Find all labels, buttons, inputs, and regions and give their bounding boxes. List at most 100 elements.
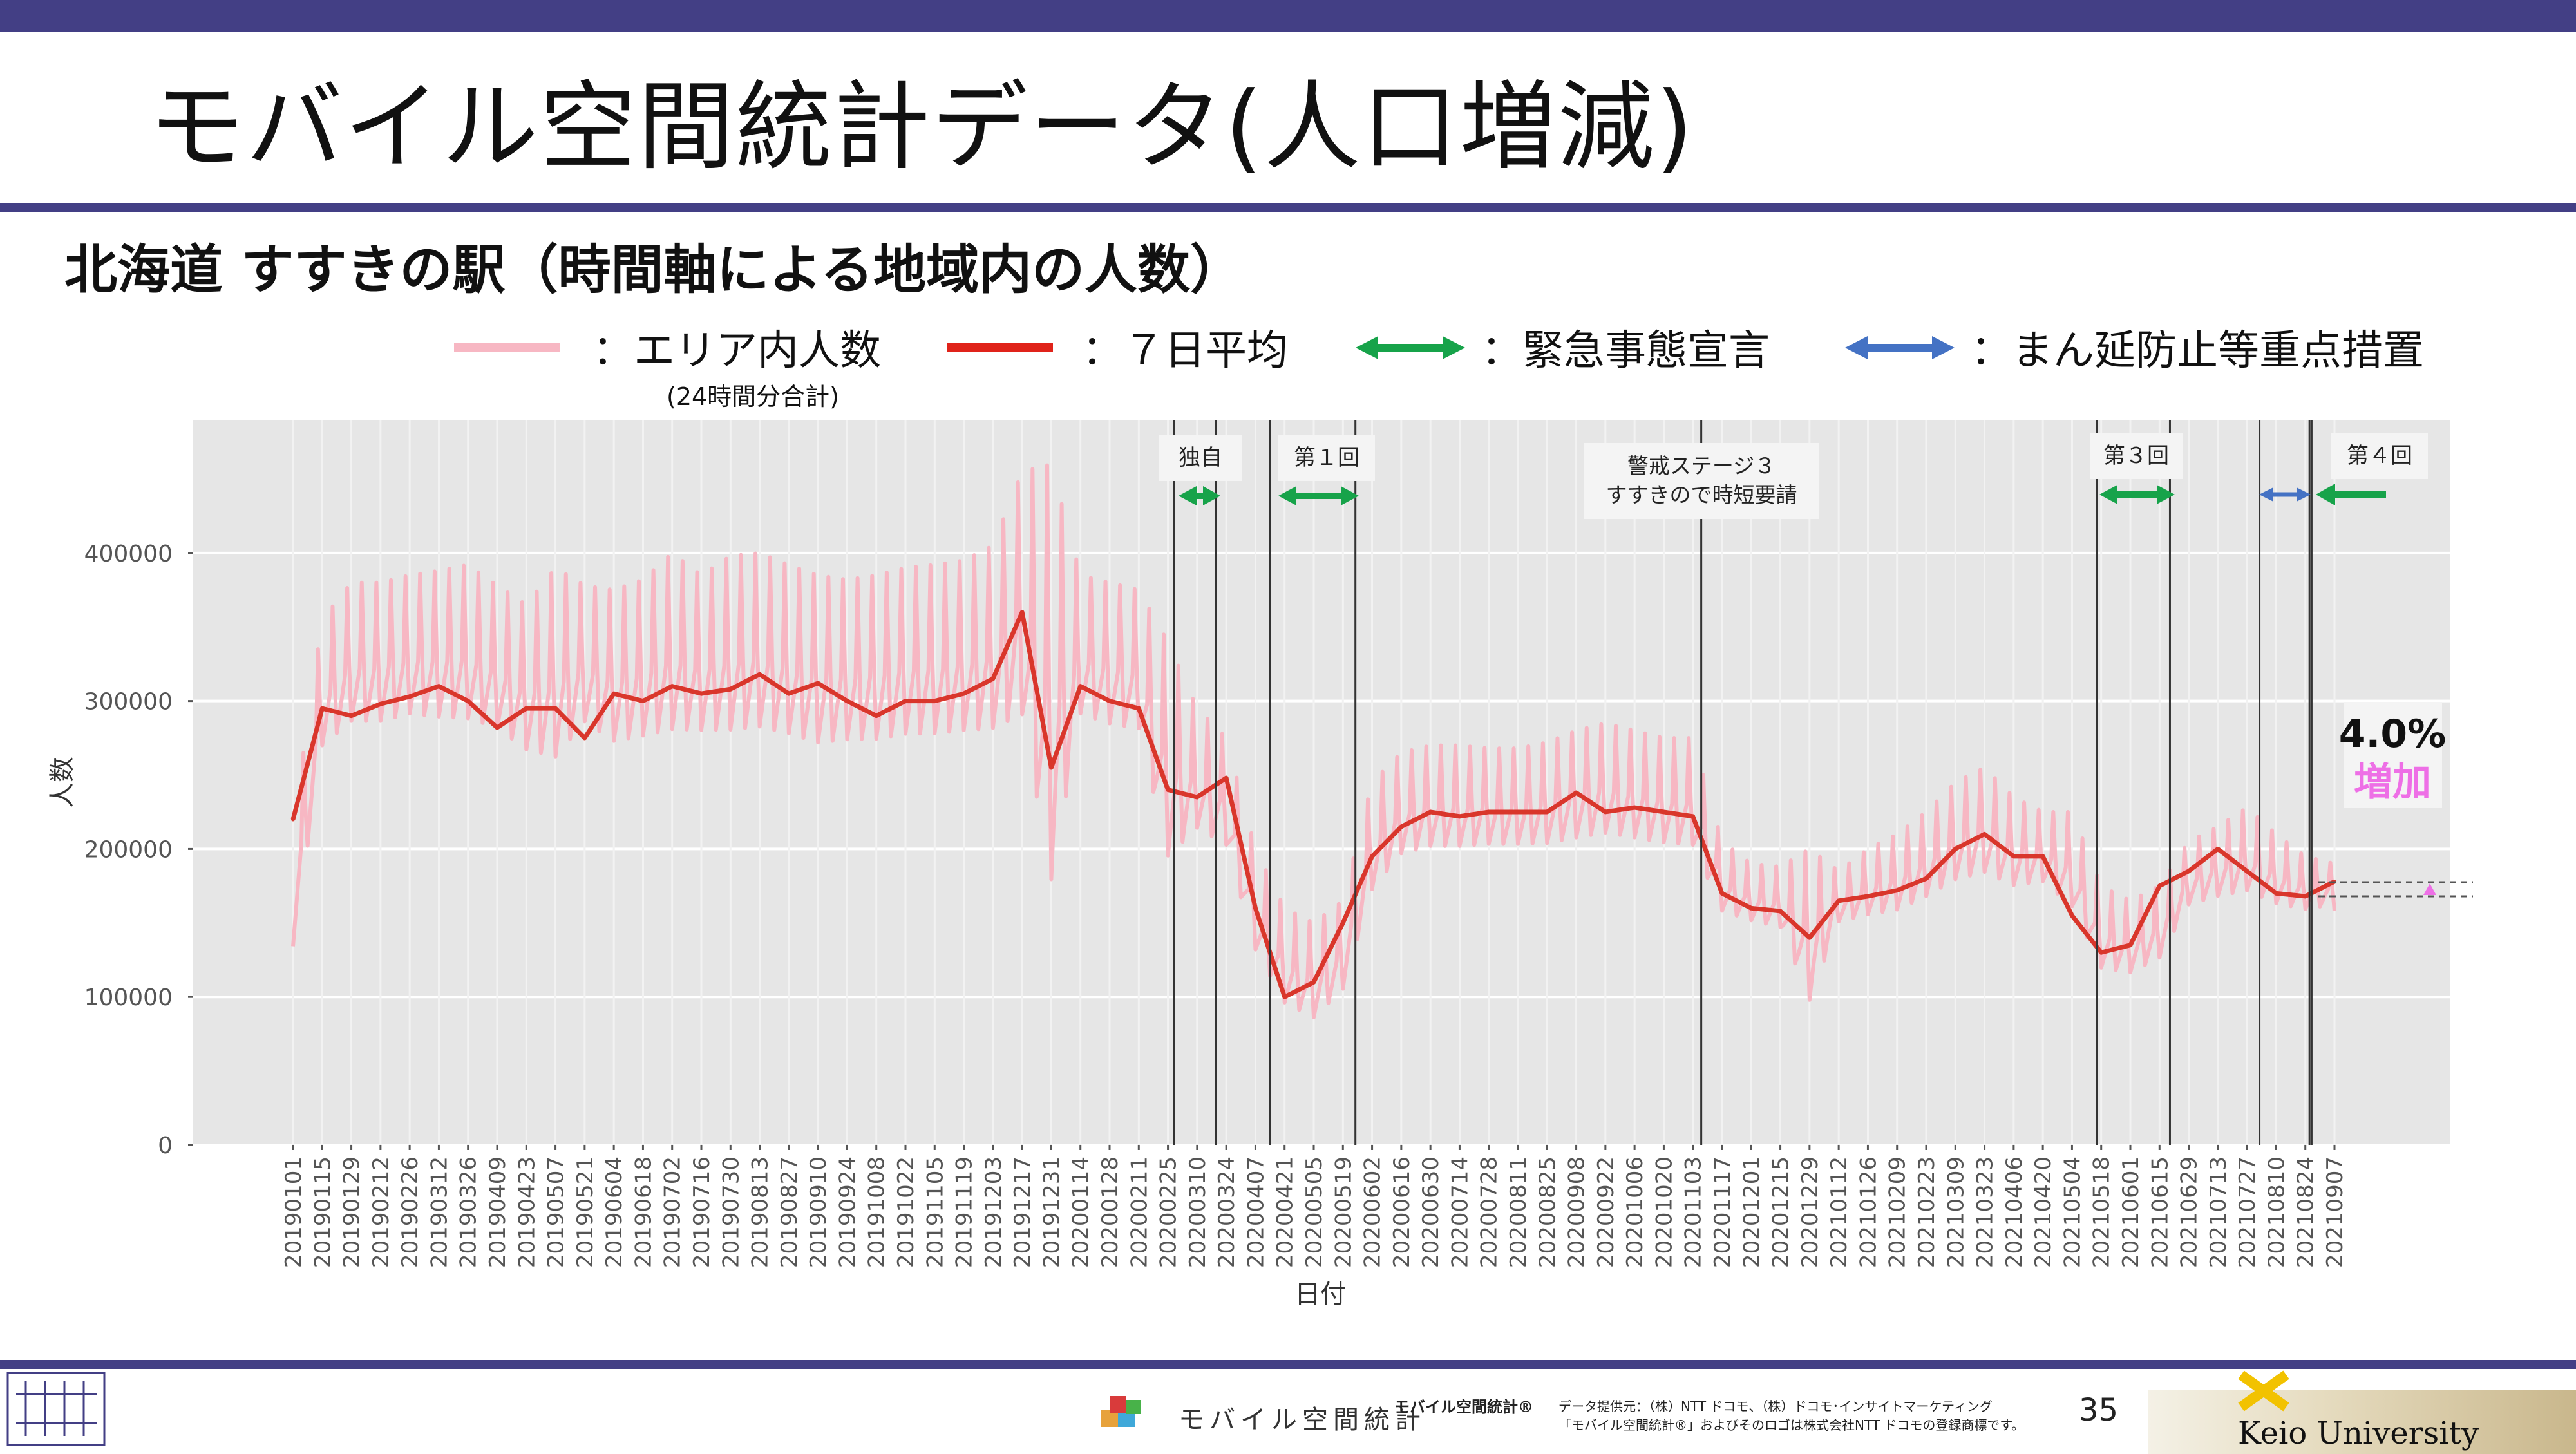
x-tick-label: 20190129 (339, 1157, 365, 1268)
avg-point (1778, 909, 1783, 913)
avg-point (291, 817, 295, 822)
annotation-first: 第１回 (1278, 435, 1375, 481)
x-tick-label: 20200728 (1477, 1157, 1502, 1268)
annotation-fourth: 第４回 (2331, 433, 2428, 479)
avg-point (1370, 854, 1374, 858)
avg-point (1953, 847, 1958, 851)
pct-callout-box (2344, 702, 2442, 808)
avg-series (290, 610, 2336, 999)
y-tick-label: 200000 (84, 836, 173, 863)
avg-point (1603, 809, 1607, 814)
avg-point (378, 702, 383, 706)
x-tick-label: 20190827 (777, 1157, 802, 1268)
x-tick-label: 20200324 (1214, 1157, 1240, 1268)
x-tick-label: 20210601 (2118, 1157, 2144, 1268)
avg-point (1982, 832, 1987, 836)
avg-point (1428, 809, 1433, 814)
x-tick-label: 20200519 (1331, 1157, 1356, 1268)
avg-point (1457, 814, 1462, 818)
avg-point (641, 699, 645, 703)
x-tick-label: 20200811 (1506, 1157, 1531, 1268)
avg-point (1020, 610, 1025, 614)
x-tick-label: 20191119 (952, 1157, 978, 1268)
arrow-third (2099, 485, 2175, 504)
x-tick-label: 20201020 (1651, 1157, 1677, 1268)
x-tick-label: 20201103 (1681, 1157, 1707, 1268)
avg-point (1866, 894, 1870, 898)
x-tick-label: 20190604 (601, 1157, 627, 1268)
avg-point (408, 694, 412, 699)
annotation-dokuji: 独自 (1159, 435, 1242, 481)
x-tick-label: 20190716 (689, 1157, 715, 1268)
x-tick-label: 20210126 (1855, 1157, 1881, 1268)
y-tick-label: 400000 (84, 541, 173, 567)
avg-point (1662, 809, 1666, 814)
avg-point (2011, 854, 2016, 858)
x-tick-label: 20201117 (1710, 1157, 1736, 1268)
avg-point (1108, 699, 1112, 703)
legend-emergency-label: ：緊急事態宣言 (1481, 327, 1770, 375)
x-tick-label: 20200505 (1302, 1157, 1327, 1268)
x-tick-label: 20190326 (456, 1157, 482, 1268)
x-tick-label: 20201201 (1739, 1157, 1765, 1268)
avg-point (2303, 894, 2307, 898)
x-tick-label: 20210504 (2060, 1157, 2085, 1268)
avg-point (1720, 891, 1724, 896)
arrow-priority (2259, 487, 2311, 502)
x-tick-label: 20190507 (544, 1157, 569, 1268)
avg-point (786, 692, 791, 696)
arrow-fourth (2316, 484, 2386, 505)
y-axis: 0 100000 200000 300000 400000 (84, 541, 193, 1159)
x-tick-label: 20191203 (981, 1157, 1007, 1268)
avg-point (1690, 814, 1695, 818)
x-tick-label: 20190521 (573, 1157, 598, 1268)
avg-point (612, 692, 616, 696)
gridlines (193, 420, 2450, 1146)
avg-point (1224, 776, 1229, 780)
avg-point (904, 699, 907, 703)
y-tick-label: 100000 (84, 985, 173, 1011)
avg-point (1486, 809, 1491, 814)
avg-point (874, 713, 878, 718)
x-tick-label: 20210518 (2089, 1157, 2115, 1268)
avg-point (990, 677, 995, 681)
avg-point (1633, 806, 1637, 810)
x-tick-label: 20210713 (2206, 1157, 2231, 1268)
avg-point (1516, 809, 1520, 814)
top-header-bar (0, 0, 2576, 32)
keio-banner (2148, 1390, 2576, 1454)
avg-point (2099, 950, 2103, 955)
avg-point (816, 681, 820, 686)
avg-point (1924, 876, 1928, 881)
x-tick-label: 20210406 (2002, 1157, 2027, 1268)
avg-point (670, 684, 674, 688)
x-tick-label: 20210323 (1973, 1157, 1998, 1268)
avg-point (1166, 788, 1170, 792)
mobile-stats-cube-icon (1101, 1396, 1141, 1427)
title-divider-bar (0, 203, 2576, 212)
x-tick-label: 20210824 (2293, 1157, 2319, 1268)
arrow-first (1278, 486, 1359, 505)
x-tick-label: 20200922 (1593, 1157, 1619, 1268)
pct-change-value: 4.0% (2339, 712, 2446, 757)
x-axis-title: 日付 (1294, 1279, 1346, 1309)
avg-point (2070, 913, 2074, 918)
pct-change-word: 増加 (2354, 760, 2431, 805)
avg-point (582, 736, 587, 741)
avg-point (1137, 706, 1141, 711)
x-tick-label: 20200225 (1156, 1157, 1182, 1268)
y-axis-title: 人数 (48, 757, 77, 808)
legend-priority-label: ：まん延防止等重点措置 (1971, 327, 2424, 375)
annotation-stage3: 警戒ステージ３ すすきので時短要請 (1584, 443, 1819, 519)
policy-lines (1173, 420, 2313, 1145)
annotation-third: 第３回 (2090, 433, 2183, 479)
x-tick-label: 20200616 (1389, 1157, 1415, 1268)
avg-point (437, 684, 441, 688)
avg-point (1312, 980, 1316, 985)
avg-point (320, 706, 325, 711)
avg-point (495, 725, 499, 730)
x-tick-label: 20190423 (514, 1157, 540, 1268)
x-tick-label: 20191217 (1010, 1157, 1036, 1268)
annotation-third-text: 第３回 (2103, 443, 2169, 469)
chart-subtitle: 北海道 すすきの駅（時間軸による地域内の人数） (64, 240, 1244, 301)
